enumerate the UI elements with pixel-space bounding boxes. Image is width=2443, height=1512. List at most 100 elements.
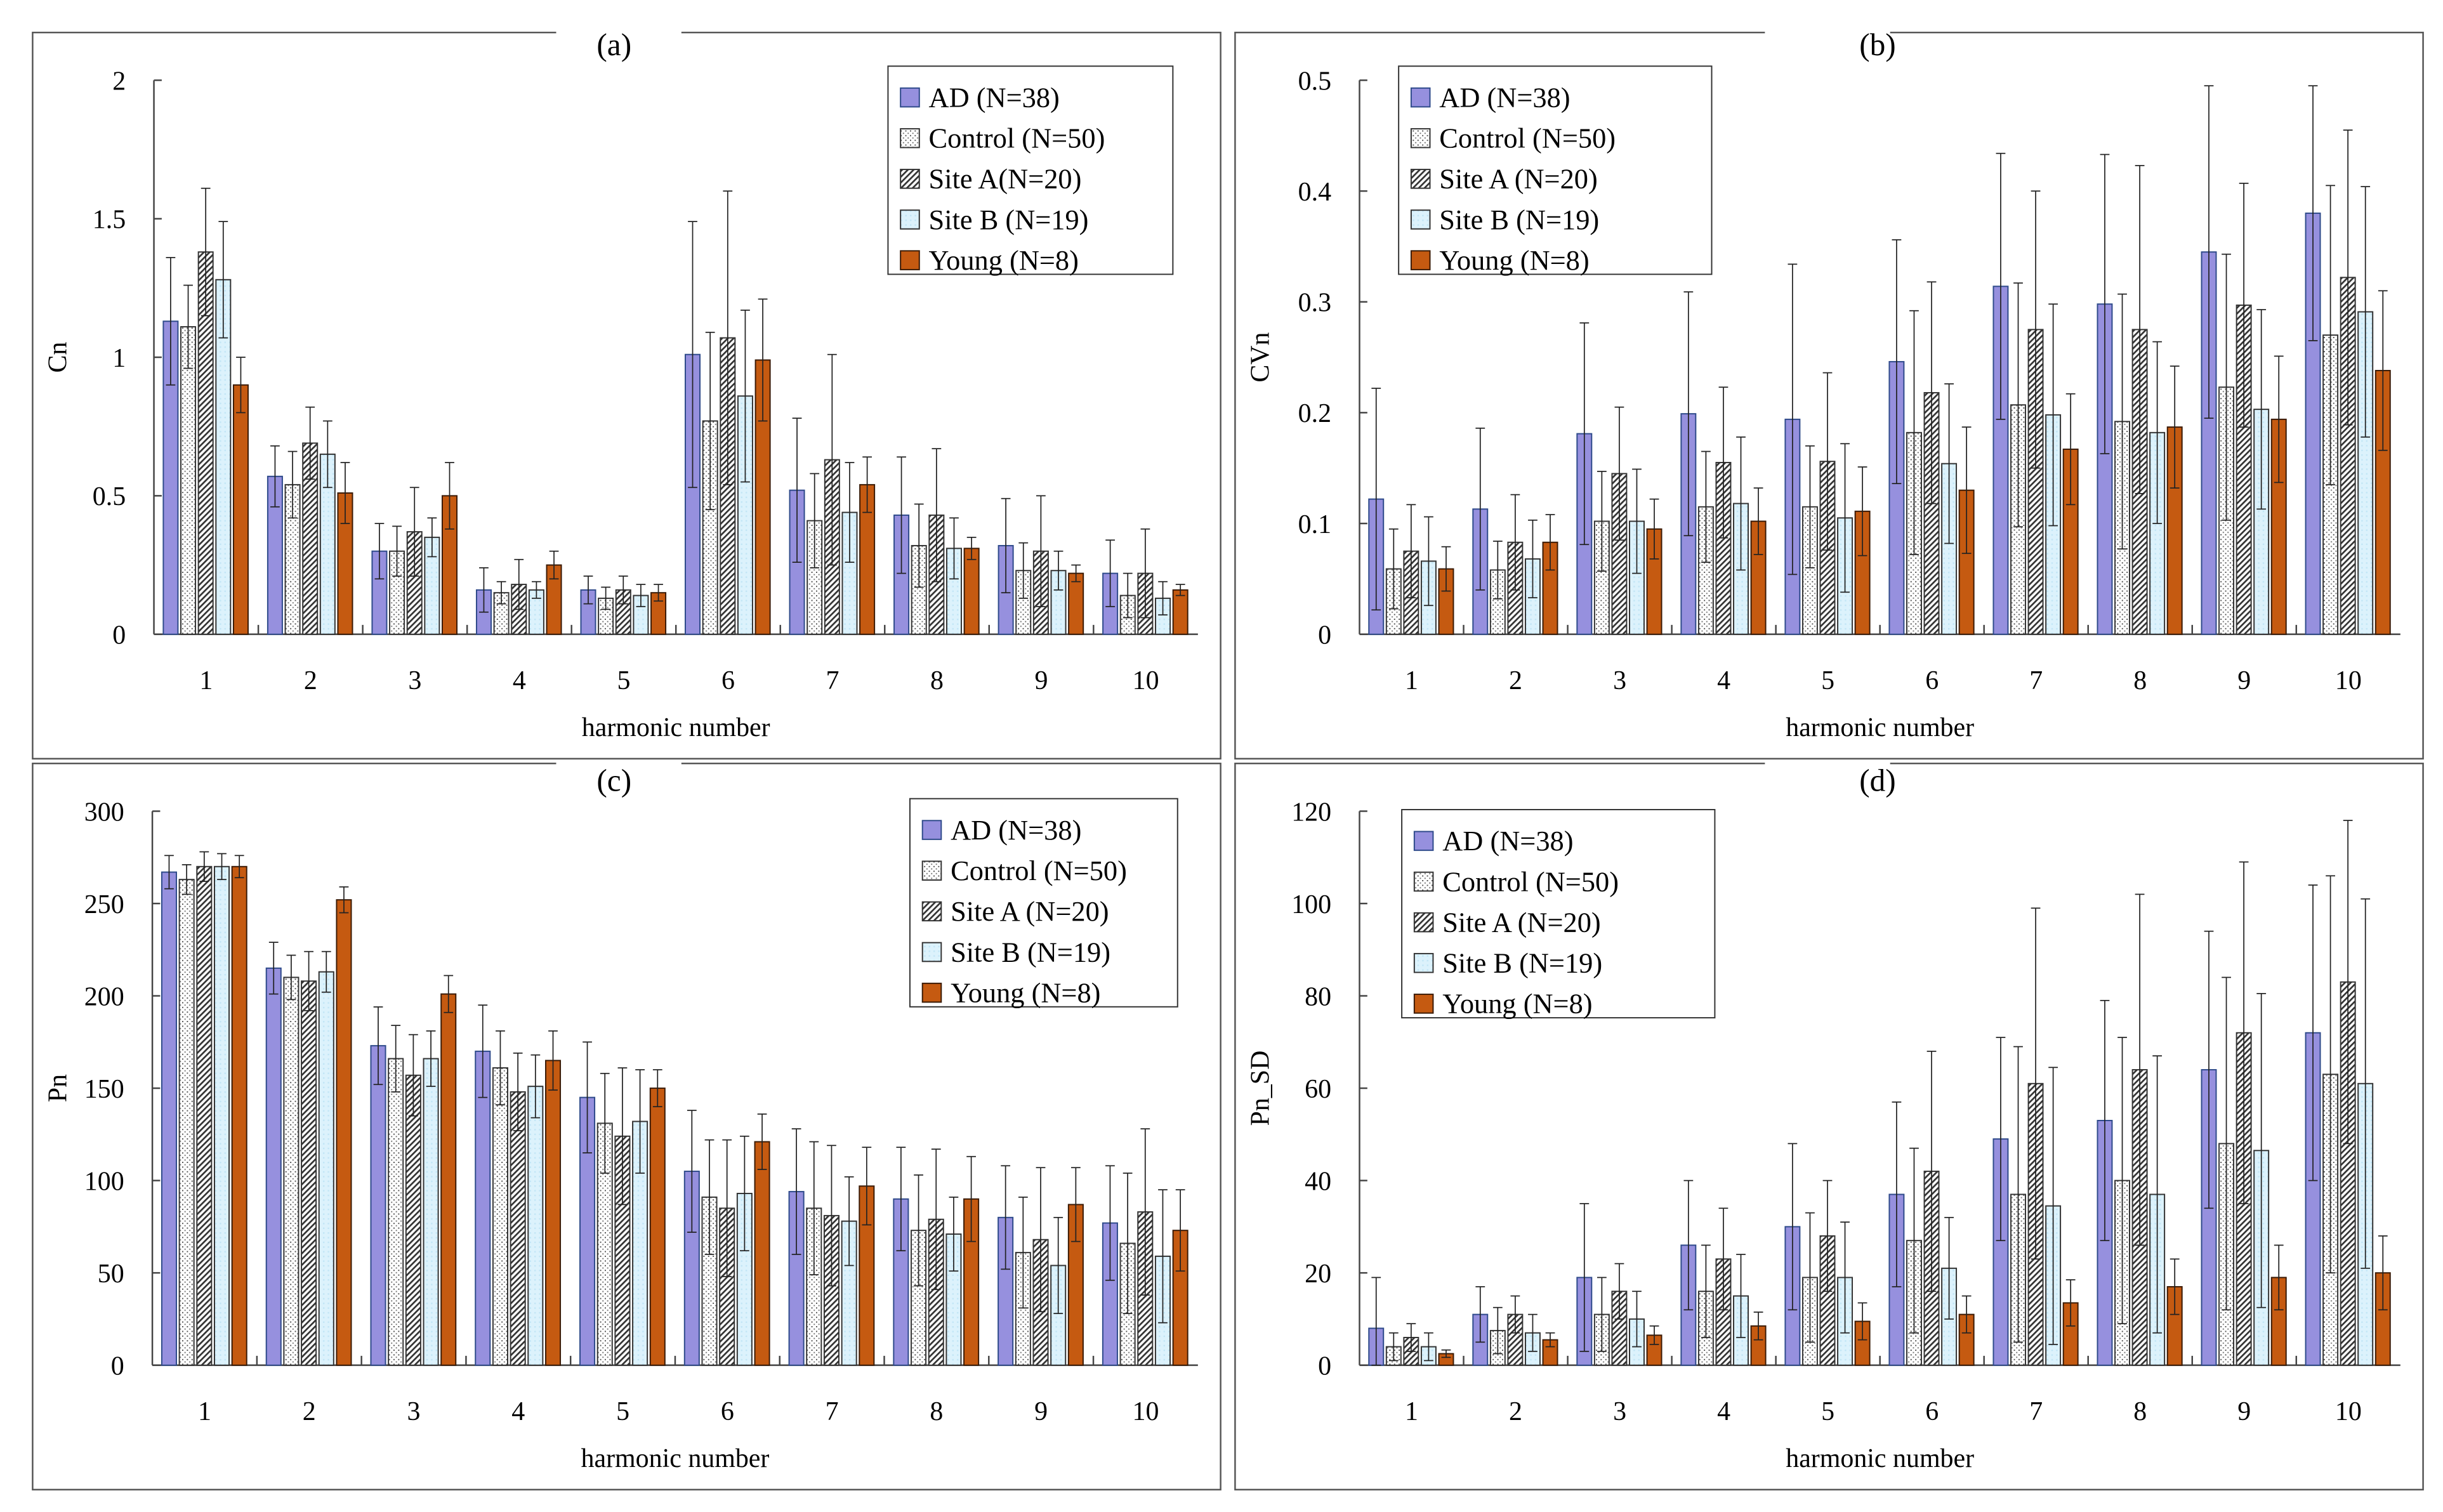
x-tick-label: 4 (511, 1397, 525, 1426)
y-tick-label: 0.3 (1298, 289, 1331, 318)
bar-ad (265, 967, 282, 1366)
x-tick-label: 10 (1133, 666, 1159, 695)
y-tick-label: 100 (1291, 890, 1331, 919)
y-tick-label: 0.4 (1298, 178, 1331, 207)
legend-box (887, 65, 1174, 275)
x-tick-label: 1 (1405, 1397, 1418, 1426)
bar-sitea (196, 865, 213, 1366)
bar-siteb (423, 1058, 439, 1366)
legend-swatch-control (1413, 871, 1434, 892)
y-tick-label: 0 (111, 1351, 124, 1381)
x-tick-label: 1 (199, 666, 213, 695)
panel-c: (c) 0 50 100 150 200 250 300 Pn harmonic number 1 2… (32, 759, 1222, 1490)
x-tick-label: 5 (1821, 666, 1834, 695)
chart-d: (d) 0 20 40 60 80 100 120 Pn_SD harmonic number 1 2… (1234, 759, 2424, 1490)
x-tick-label: 8 (930, 1397, 943, 1426)
y-tick-label: 100 (84, 1167, 124, 1196)
legend-box (909, 798, 1178, 1008)
bar-ad (161, 871, 177, 1366)
y-tick-label: 60 (1305, 1075, 1331, 1104)
panel-a: (a) 0 0.5 1 1.5 2 Cn harmonic number 1 2 3 4 5 6 7 8 9 10… (32, 27, 1222, 759)
chart-title: (d) (1859, 763, 1896, 798)
x-tick-label: 1 (198, 1397, 211, 1426)
x-tick-label: 9 (1034, 1397, 1048, 1426)
x-tick-label: 7 (826, 1397, 839, 1426)
x-tick-label: 10 (2335, 666, 2362, 695)
legend-swatch-siteb (1410, 209, 1431, 230)
legend-label: Control (N=50) (1439, 122, 1616, 154)
y-axis-label: Pn_SD (1246, 1051, 1275, 1126)
bar-sitea (405, 1074, 421, 1366)
x-tick-label: 2 (303, 1397, 316, 1426)
y-axis-label: CVn (1246, 332, 1275, 382)
bar-sitea (301, 980, 317, 1366)
x-tick-label: 2 (1509, 666, 1522, 695)
bar-siteb (527, 1086, 544, 1366)
legend-label: Site A (N=20) (1439, 163, 1597, 195)
x-tick-label: 6 (1925, 1397, 1939, 1426)
legend-swatch-young (921, 982, 942, 1003)
legend-label: Site A (N=20) (951, 895, 1109, 927)
legend-label: Control (N=50) (951, 855, 1127, 886)
x-tick-label: 1 (1405, 666, 1418, 695)
legend-label: Control (N=50) (1442, 865, 1619, 897)
y-tick-label: 40 (1305, 1167, 1331, 1196)
legend-swatch-young (1410, 250, 1431, 270)
panel-d: (d) 0 20 40 60 80 100 120 Pn_SD harmonic number 1 2… (1234, 759, 2424, 1490)
x-tick-label: 8 (2133, 666, 2147, 695)
y-tick-label: 0.5 (1298, 67, 1331, 96)
x-tick-label: 5 (616, 1397, 629, 1426)
legend-label: Control (N=50) (929, 122, 1105, 154)
legend-swatch-young (900, 250, 920, 270)
x-tick-label: 9 (1035, 666, 1048, 695)
legend-label: AD (N=38) (1439, 81, 1570, 113)
x-tick-label: 3 (1613, 1397, 1626, 1426)
y-axis-label: Pn (43, 1074, 72, 1102)
x-tick-label: 10 (2335, 1397, 2362, 1426)
legend-label: Site B (N=19) (929, 204, 1089, 235)
y-tick-label: 150 (84, 1075, 124, 1104)
legend-swatch-ad (900, 87, 920, 108)
y-tick-label: 0 (112, 621, 126, 650)
x-tick-label: 4 (513, 666, 526, 695)
x-axis-label: harmonic number (582, 713, 770, 742)
legend-box (1401, 809, 1716, 1019)
x-tick-label: 7 (2029, 1397, 2043, 1426)
legend-label: AD (N=38) (929, 81, 1060, 113)
chart-c: (c) 0 50 100 150 200 250 300 Pn harmonic number 1 2… (32, 759, 1222, 1490)
x-tick-label: 9 (2237, 1397, 2251, 1426)
bar-control (180, 326, 197, 635)
y-tick-label: 120 (1291, 798, 1331, 827)
legend-label: Site B (N=19) (1439, 204, 1599, 235)
x-tick-label: 9 (2237, 666, 2251, 695)
legend-label: Site B (N=19) (951, 936, 1110, 968)
x-tick-label: 6 (721, 1397, 734, 1426)
legend-swatch-siteb (1413, 952, 1434, 973)
legend-swatch-sitea (921, 901, 942, 922)
y-tick-label: 200 (84, 982, 124, 1011)
x-tick-label: 5 (617, 666, 630, 695)
bar-young (440, 993, 457, 1366)
x-tick-label: 4 (1717, 1397, 1730, 1426)
chart-title: (a) (596, 32, 631, 62)
x-tick-label: 7 (826, 666, 840, 695)
x-tick-label: 8 (2133, 1397, 2147, 1426)
panel-b: (b) 0 0.1 0.2 0.3 0.4 0.5 CVn harmonic number 1 2 3… (1234, 27, 2424, 759)
bar-young (1172, 589, 1189, 635)
chart-title: (b) (1859, 32, 1896, 62)
bar-young (963, 548, 980, 635)
y-tick-label: 80 (1305, 982, 1331, 1011)
bar-control (388, 1058, 404, 1366)
legend: AD (N=38) Control (N=50) Site A (N=20) Site… (1401, 809, 1716, 1020)
chart-title: (c) (596, 763, 631, 798)
legend-label: Young (N=8) (951, 976, 1100, 1008)
legend-label: AD (N=38) (951, 814, 1081, 846)
y-tick-label: 0.1 (1298, 510, 1331, 539)
legend-swatch-control (921, 860, 942, 881)
bar-control (492, 1067, 508, 1366)
legend-box (1398, 65, 1713, 275)
bar-control (178, 879, 195, 1366)
y-tick-label: 250 (84, 890, 124, 919)
x-tick-label: 7 (2029, 666, 2043, 695)
y-tick-label: 0.2 (1298, 399, 1331, 428)
